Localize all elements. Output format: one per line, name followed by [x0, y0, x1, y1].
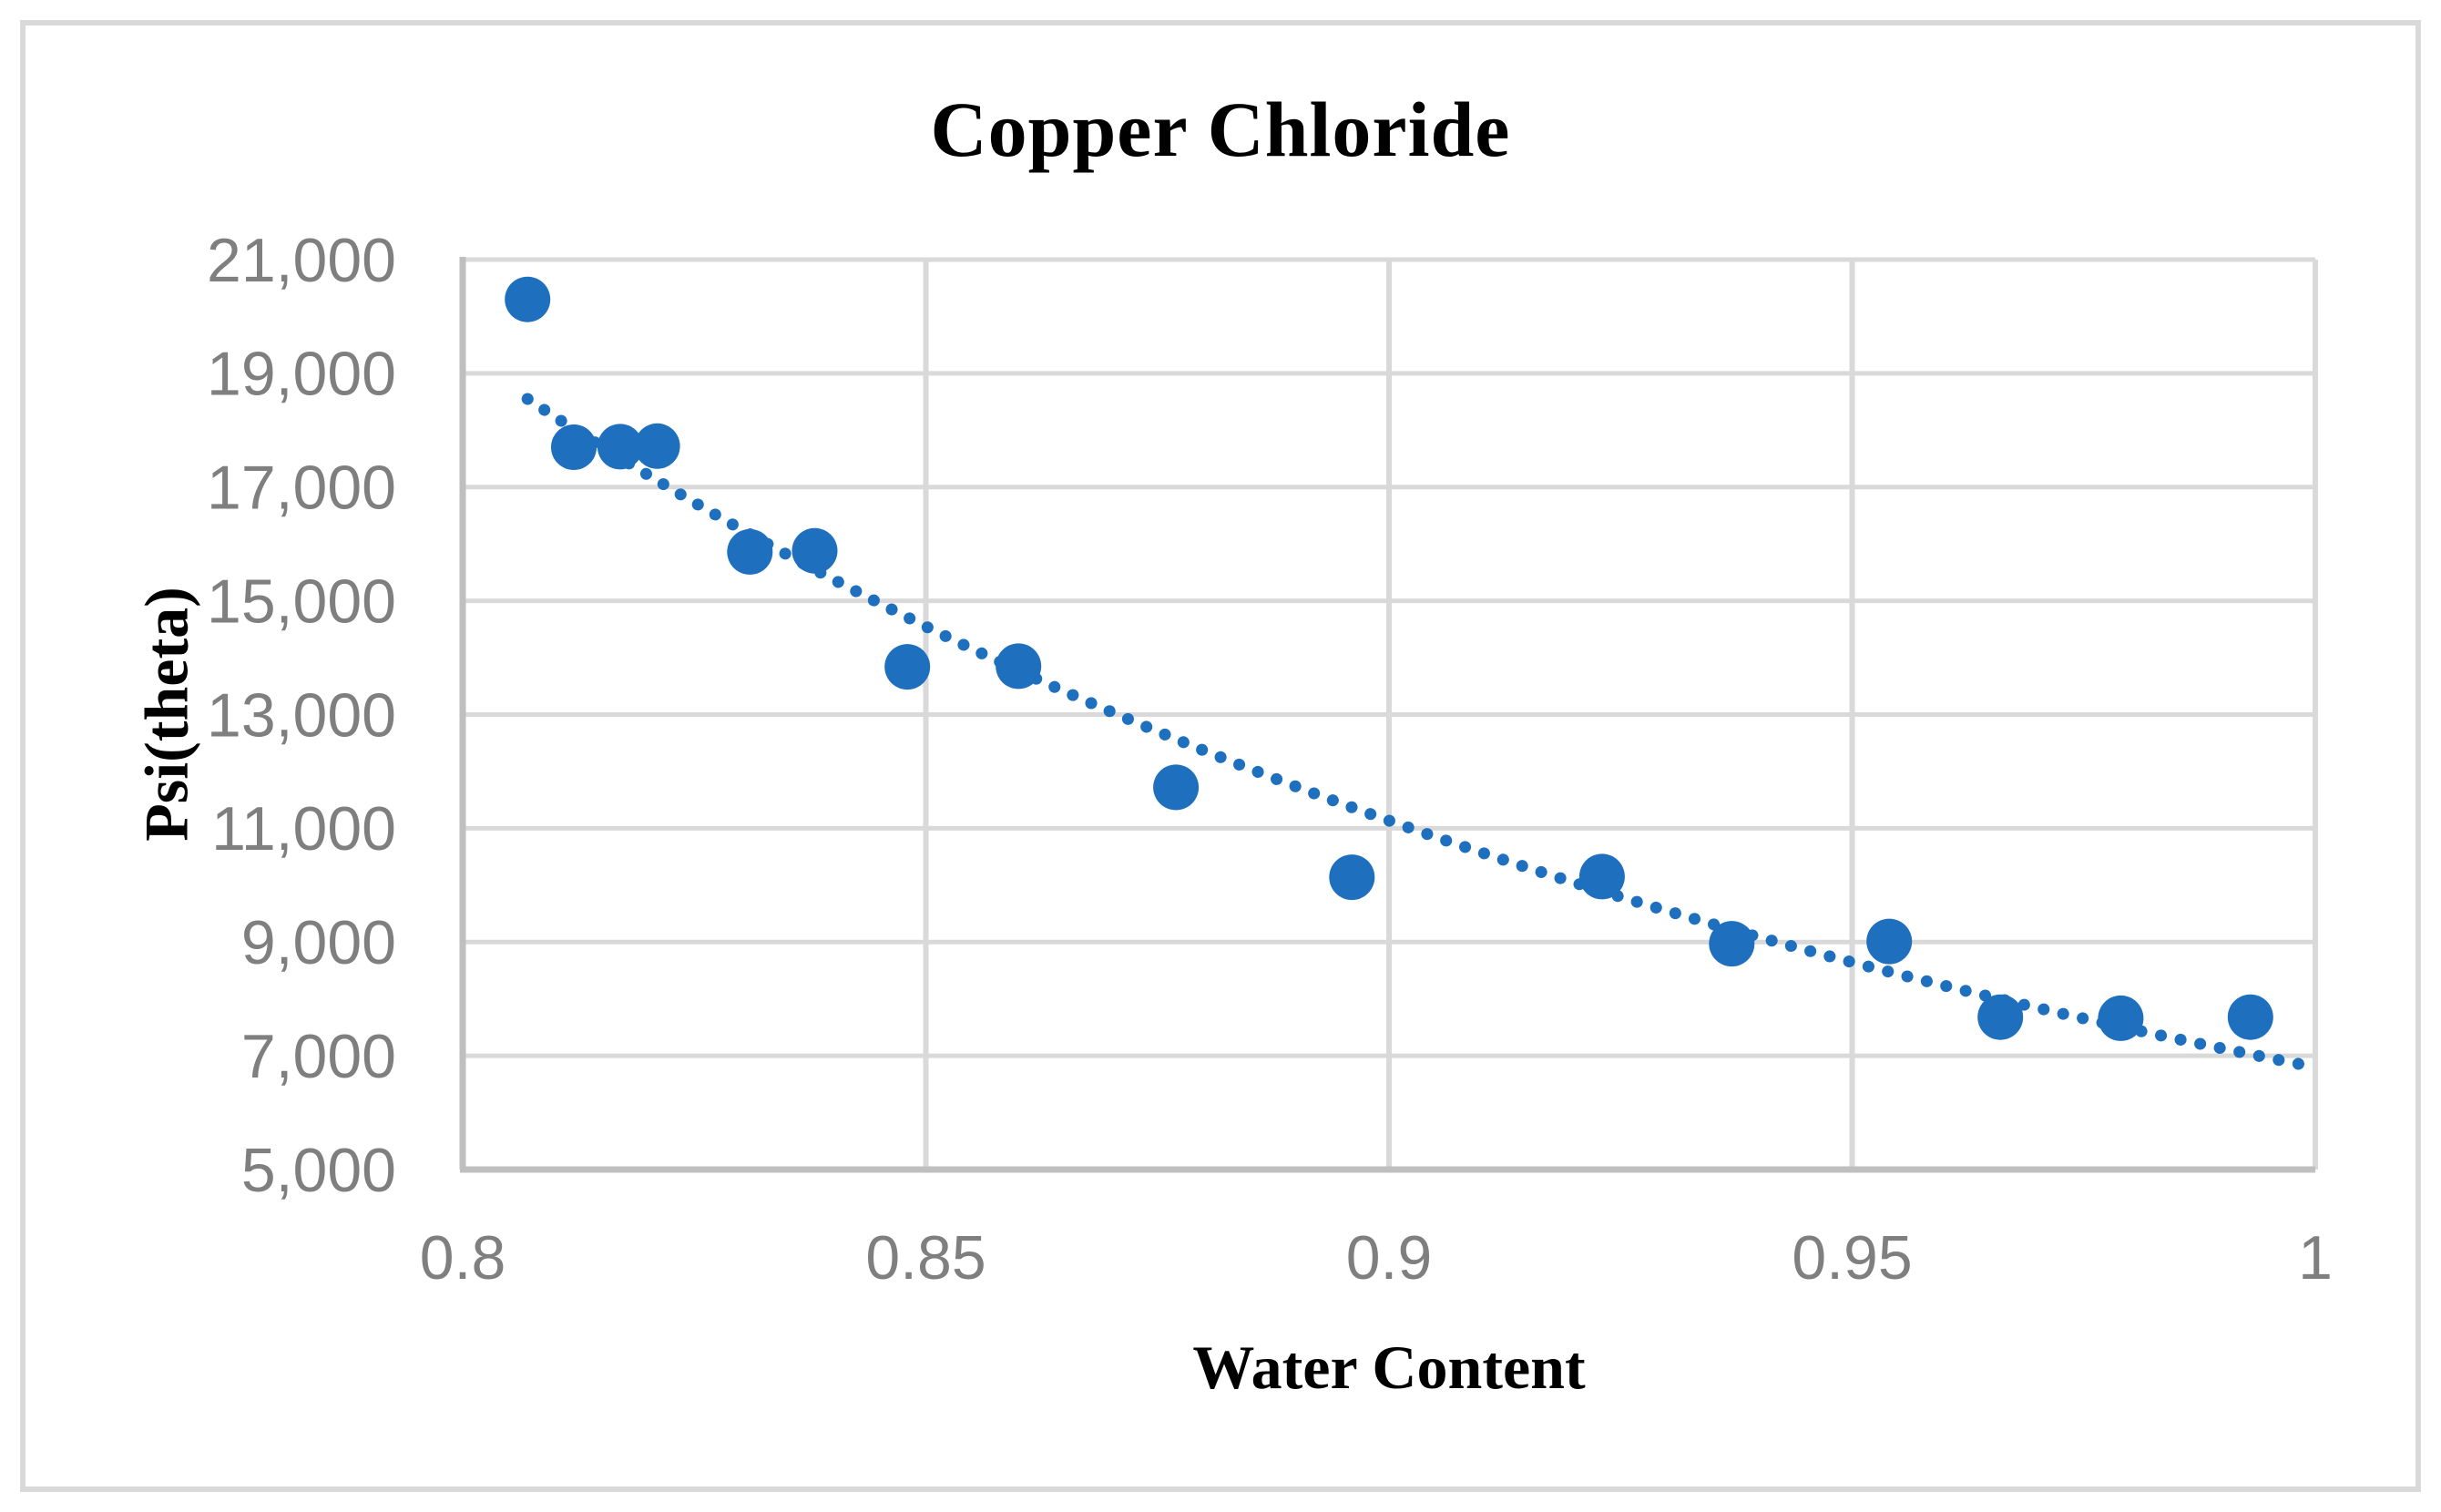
y-tick-label: 9,000 — [241, 908, 396, 977]
x-tick-label: 0.9 — [1346, 1223, 1433, 1292]
data-point — [727, 528, 773, 575]
y-tick-label: 15,000 — [207, 567, 396, 636]
x-gridlines-group — [923, 260, 2318, 1170]
y-tick-labels-group: 5,000 7,000 9,000 11,000 13,000 15,000 17,000 1… — [207, 226, 396, 1205]
y-tick-label: 11,000 — [211, 794, 396, 863]
x-tick-label: 0.8 — [420, 1223, 506, 1292]
data-point — [1709, 921, 1755, 967]
y-tick-label: 19,000 — [207, 340, 396, 409]
x-tick-label: 0.85 — [865, 1223, 986, 1292]
x-tick-label: 0.95 — [1792, 1223, 1912, 1292]
data-point — [1977, 994, 2024, 1040]
data-point — [1866, 918, 1913, 965]
y-tick-label: 17,000 — [207, 454, 396, 523]
data-point — [634, 423, 680, 469]
y-tick-label: 7,000 — [241, 1022, 396, 1091]
x-tick-labels-group: 0.8 0.85 0.9 0.95 1 — [420, 1223, 2333, 1292]
y-tick-label: 5,000 — [241, 1136, 396, 1205]
data-point — [1578, 853, 1625, 900]
figure-border — [20, 20, 2421, 1492]
data-point — [2098, 995, 2144, 1041]
data-point — [1153, 764, 1200, 811]
data-point — [996, 643, 1042, 690]
x-axis-title: Water Content — [1192, 1333, 1586, 1402]
data-point — [597, 424, 643, 470]
data-point — [551, 424, 597, 470]
x-tick-label: 1 — [2298, 1223, 2333, 1292]
data-point — [1329, 854, 1375, 901]
data-points-group — [505, 276, 2273, 1041]
y-axis-title: Psi(theta) — [131, 587, 201, 842]
y-tick-label: 21,000 — [207, 226, 396, 295]
trendline-dotted — [521, 393, 2317, 1073]
chart-title: Copper Chloride — [930, 86, 1511, 173]
y-tick-label: 13,000 — [207, 680, 396, 750]
data-point — [884, 644, 931, 690]
axes-group — [459, 257, 2315, 1173]
data-point — [792, 527, 838, 574]
data-point — [505, 276, 551, 322]
data-point — [2227, 994, 2273, 1040]
